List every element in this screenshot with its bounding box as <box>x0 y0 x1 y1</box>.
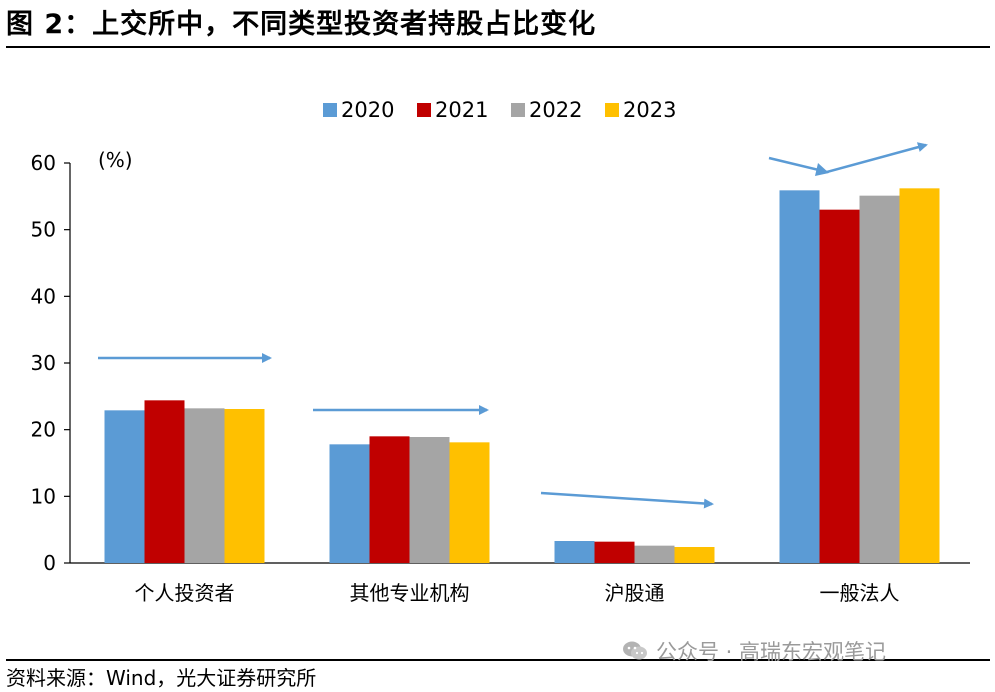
legend-label-2020: 2020 <box>341 98 394 122</box>
bar-2020-0 <box>104 410 145 563</box>
trend-arrows <box>98 142 928 509</box>
x-category-label: 沪股通 <box>605 581 665 605</box>
bar-2022-2 <box>634 545 675 563</box>
footer-divider <box>6 659 990 661</box>
y-tick-label: 0 <box>43 551 56 575</box>
bar-2023-1 <box>449 442 490 563</box>
legend-swatch-2023 <box>605 103 619 117</box>
chart-legend: 2020 2021 2022 2023 <box>323 98 676 122</box>
bar-2021-3 <box>819 209 860 563</box>
y-axis-unit-label: (%) <box>98 148 133 172</box>
bar-series <box>104 188 940 564</box>
y-tick-label: 20 <box>31 418 56 442</box>
bar-2023-0 <box>224 409 265 563</box>
bar-chart: 2020 2021 2022 2023 (%) 0 10 20 30 40 50 60 个人投资者… <box>31 98 970 605</box>
legend-swatch-2020 <box>323 103 337 117</box>
bar-2020-3 <box>779 190 820 564</box>
bar-2022-1 <box>409 437 450 563</box>
x-category-label: 其他专业机构 <box>350 581 470 605</box>
legend-label-2021: 2021 <box>435 98 488 122</box>
bar-2021-0 <box>144 400 185 563</box>
bar-2023-3 <box>899 188 940 564</box>
y-tick-label: 10 <box>31 484 56 508</box>
bar-2023-2 <box>674 547 715 563</box>
bar-2021-1 <box>369 436 410 563</box>
legend-swatch-2021 <box>417 103 431 117</box>
y-tick-label: 40 <box>31 284 56 308</box>
watermark-text: 公众号 · 高瑞东宏观笔记 <box>656 640 887 664</box>
y-tick-label: 50 <box>31 218 56 242</box>
trend-arrow-general-corporate <box>768 142 928 174</box>
y-tick-label: 60 <box>31 151 56 175</box>
x-axis-categories: 个人投资者 其他专业机构 沪股通 一般法人 <box>135 581 900 605</box>
y-tick-label: 30 <box>31 351 56 375</box>
bar-2022-0 <box>184 408 225 563</box>
bar-2022-3 <box>859 195 900 563</box>
bar-2021-2 <box>594 541 635 563</box>
title-divider <box>6 46 990 48</box>
page-title: 图 2：上交所中，不同类型投资者持股占比变化 <box>6 9 597 40</box>
bar-2020-2 <box>554 541 595 563</box>
x-category-label: 一般法人 <box>820 581 900 605</box>
legend-label-2023: 2023 <box>623 98 676 122</box>
legend-label-2022: 2022 <box>529 98 582 122</box>
wechat-icon <box>623 641 647 660</box>
source-note: 资料来源：Wind，光大证券研究所 <box>6 666 317 690</box>
bar-2020-1 <box>329 444 370 563</box>
x-category-label: 个人投资者 <box>135 581 235 605</box>
trend-arrow-northbound <box>540 491 714 509</box>
legend-swatch-2022 <box>511 103 525 117</box>
trend-arrow-bend-head <box>815 163 829 176</box>
watermark: 公众号 · 高瑞东宏观笔记 <box>622 636 886 666</box>
